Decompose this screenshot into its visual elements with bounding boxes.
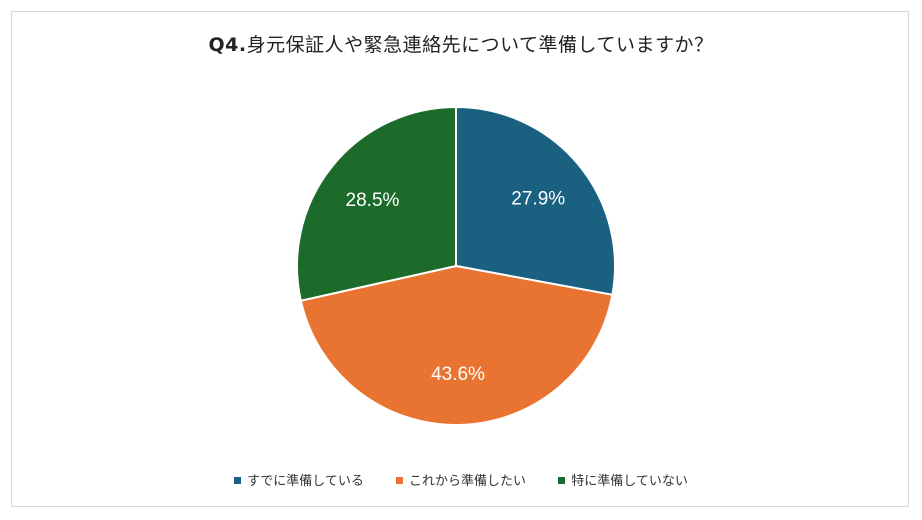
legend-label: すでに準備している bbox=[247, 474, 364, 489]
legend-swatch bbox=[396, 477, 404, 484]
data-label-already-prepared: 27.9% bbox=[511, 189, 565, 210]
pie-slice-not-prepared bbox=[296, 105, 457, 302]
chart-title: Q4.身元保証人や緊急連絡先について準備していますか？ bbox=[0, 30, 922, 57]
legend-label: 特に準備していない bbox=[571, 474, 688, 489]
legend: すでに準備している これから準備したい 特に準備していない bbox=[0, 470, 922, 489]
pie-slice-already-prepared bbox=[455, 105, 616, 296]
legend-swatch bbox=[234, 477, 242, 484]
legend-item-want-to-prepare: これから準備したい bbox=[396, 470, 526, 489]
legend-label: これから準備したい bbox=[409, 474, 527, 489]
legend-swatch bbox=[558, 477, 566, 484]
legend-item-already-prepared: すでに準備している bbox=[234, 470, 364, 489]
data-label-want-to-prepare: 43.6% bbox=[431, 364, 485, 385]
data-label-not-prepared: 28.5% bbox=[346, 190, 400, 211]
title-text: 身元保証人や緊急連絡先について準備していますか？ bbox=[246, 34, 714, 56]
legend-item-not-prepared: 特に準備していない bbox=[558, 470, 688, 489]
title-prefix: Q4. bbox=[208, 34, 247, 56]
pie-slice-want-to-prepare bbox=[299, 264, 614, 426]
